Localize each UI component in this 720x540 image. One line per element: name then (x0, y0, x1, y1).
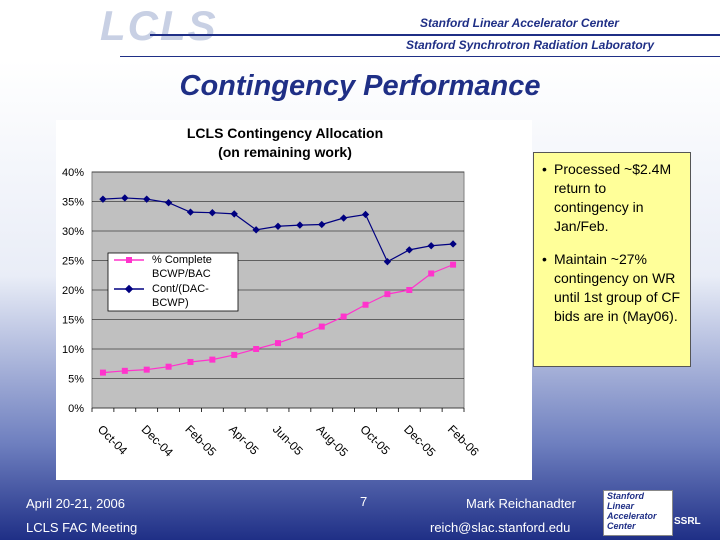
lcls-logo: LCLS (100, 2, 218, 49)
data-point-contingency (405, 246, 413, 254)
data-point-pct-complete (428, 270, 435, 277)
footer-email: reich@slac.stanford.edu (430, 520, 571, 535)
data-point-pct-complete (187, 358, 194, 365)
legend-label-pct-complete-1: % Complete (152, 254, 212, 266)
legend-label-pct-complete-2: BCWP/BAC (152, 268, 211, 280)
data-point-pct-complete (231, 351, 238, 358)
series-layer (99, 194, 457, 376)
data-point-contingency (186, 208, 195, 216)
y-tick-label: 40% (62, 167, 84, 179)
callout-box: • Processed ~$2.4M return to contingency … (533, 152, 691, 367)
legend-label-contingency-1: Cont/(DAC- (152, 283, 209, 295)
data-point-pct-complete (99, 369, 106, 376)
y-tick-label: 20% (62, 285, 84, 297)
data-point-pct-complete (165, 363, 172, 370)
data-point-pct-complete (296, 332, 303, 339)
data-point-pct-complete (318, 323, 325, 330)
chart-title-line-1: LCLS Contingency Allocation (187, 125, 383, 141)
y-tick-label: 30% (62, 226, 84, 238)
stanford-logo-line-3: Accelerator (607, 511, 657, 521)
page-number: 7 (360, 494, 368, 509)
slide-title: Contingency Performance (179, 70, 541, 102)
data-point-contingency (143, 195, 151, 203)
data-point-contingency (383, 258, 392, 266)
y-tick-label: 5% (68, 374, 84, 386)
data-point-pct-complete (450, 261, 457, 268)
y-tick-label: 35% (62, 197, 84, 209)
legend: % Complete BCWP/BAC Cont/(DAC- BCWP) (107, 252, 239, 312)
stanford-logo-line-2: Linear (607, 501, 635, 511)
footer-date: April 20-21, 2006 (26, 496, 126, 511)
data-point-pct-complete (362, 301, 369, 308)
data-point-pct-complete (275, 340, 281, 347)
footer-author: Mark Reichanadter (466, 496, 576, 511)
stanford-logo-line-1: Stanford (607, 491, 644, 501)
stanford-logo-line-4: Center (607, 521, 636, 531)
callout-bullet-1: • Processed ~$2.4M return to contingency … (542, 160, 684, 236)
data-point-pct-complete (384, 291, 391, 298)
legend-marker-contingency (124, 284, 134, 294)
data-point-contingency (427, 242, 435, 250)
ssrl-logo: SSRL (674, 516, 701, 527)
header-banner: LCLS Stanford Linear Accelerator Center … (0, 0, 720, 60)
data-point-pct-complete (209, 356, 216, 363)
org-line-1: Stanford Linear Accelerator Center (420, 16, 619, 30)
callout-bullet-2-text: Maintain ~27% contingency on WR until 1s… (554, 251, 681, 324)
data-point-contingency (274, 222, 282, 230)
header-rule-lower (120, 56, 720, 57)
footer-meeting: LCLS FAC Meeting (26, 520, 138, 535)
chart-title-line-2: (on remaining work) (218, 144, 352, 160)
y-axis-ticks: 40% 35% 30% 25% 20% 15% 10% 5% 0% (62, 167, 464, 415)
data-point-contingency (99, 195, 107, 203)
callout-bullet-1-text: Processed ~$2.4M return to contingency i… (554, 161, 672, 234)
data-point-pct-complete (253, 346, 260, 352)
data-point-pct-complete (121, 367, 128, 374)
data-point-contingency (339, 214, 348, 222)
data-point-pct-complete (406, 287, 413, 293)
legend-marker-pct-complete (126, 257, 132, 263)
org-line-2: Stanford Synchrotron Radiation Laborator… (406, 38, 655, 52)
header-rule (150, 34, 720, 36)
stanford-logo: Stanford Linear Accelerator Center (603, 490, 673, 536)
y-tick-label: 25% (62, 256, 84, 268)
y-tick-label: 15% (62, 315, 84, 327)
y-tick-label: 0% (68, 403, 84, 415)
data-point-pct-complete (340, 313, 347, 320)
data-point-pct-complete (143, 366, 150, 373)
legend-label-contingency-2: BCWP) (152, 297, 189, 309)
data-point-contingency (296, 221, 304, 229)
callout-bullet-2: • Maintain ~27% contingency on WR until 1… (542, 250, 684, 326)
y-tick-label: 10% (62, 344, 84, 356)
